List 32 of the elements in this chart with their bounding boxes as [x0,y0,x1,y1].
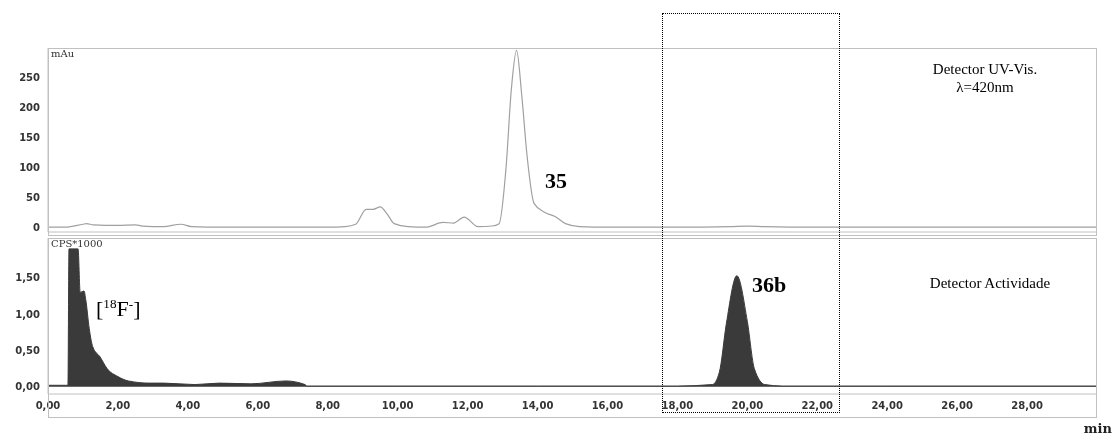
y-tick-label: 100 [19,162,41,174]
x-tick-label: 14,00 [521,400,554,412]
y-tick-label: 1,50 [15,272,41,284]
y-axis-title: mAu [51,48,75,59]
y-axis-title: CPS*1000 [51,238,103,249]
x-tick-label: 2,00 [105,400,131,412]
x-tick-label: 8,00 [315,400,341,412]
x-tick-label: 4,00 [175,400,201,412]
y-tick-label: 0,50 [15,345,41,357]
x-tick-label: 6,00 [245,400,271,412]
x-tick-label: 22,00 [801,400,834,412]
annotation: 36b [752,272,787,297]
y-tick-label: 1,00 [15,308,41,320]
y-tick-label: 0,00 [15,381,41,393]
annotation: Detector UV-Vis. λ=420nm [932,61,1038,95]
y-tick-label: 50 [26,191,41,203]
x-tick-label: 16,00 [591,400,624,412]
y-tick-label: 0 [33,221,41,233]
x-tick-label: 24,00 [871,400,904,412]
x-axis-title: min [1083,421,1112,436]
x-tick-label: 26,00 [941,400,973,412]
annotation: [$^{18}$F$^{-}$] [96,296,141,322]
x-tick-label: 28,00 [1011,400,1043,412]
x-tick-label: 10,00 [381,400,414,412]
y-tick-label: 250 [19,72,41,84]
y-tick-label: 200 [19,102,41,114]
x-tick-label: 18,00 [661,400,694,412]
x-tick-label: 12,00 [451,400,484,412]
annotation: Detector Actividade [929,275,1051,291]
x-tick-label: 20,00 [731,400,764,412]
y-tick-label: 150 [19,132,41,144]
annotation: 35 [545,168,567,193]
